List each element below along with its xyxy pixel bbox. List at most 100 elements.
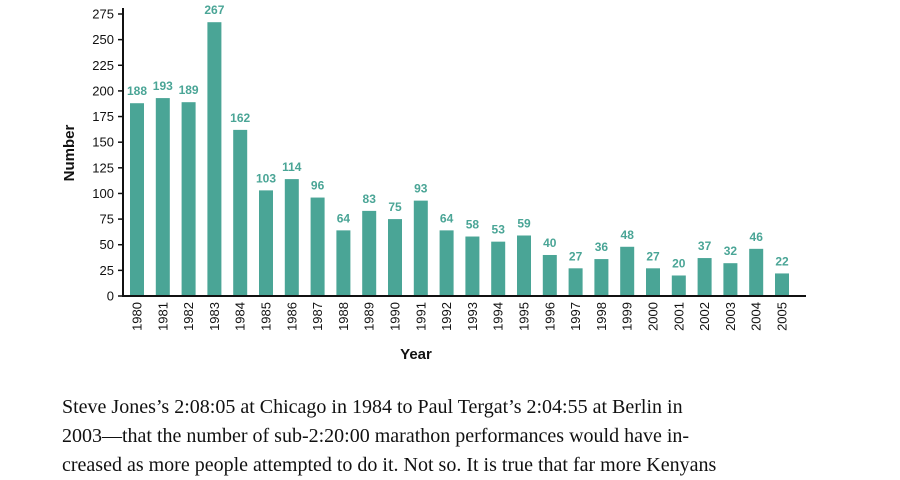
x-tick-label: 2003 bbox=[723, 302, 738, 331]
x-tick-label: 2005 bbox=[775, 302, 790, 331]
x-tick-label: 1992 bbox=[439, 302, 454, 331]
body-line-2: 2003—that the number of sub-2:20:00 mara… bbox=[62, 425, 690, 447]
bar bbox=[388, 219, 402, 296]
x-tick-label: 1995 bbox=[517, 302, 532, 331]
y-tick-label: 175 bbox=[92, 109, 114, 124]
data-label: 59 bbox=[517, 216, 531, 230]
data-label: 53 bbox=[492, 223, 506, 237]
body-line-1: Steve Jones’s 2:08:05 at Chicago in 1984… bbox=[62, 396, 683, 418]
data-label: 188 bbox=[127, 84, 147, 98]
x-tick-label: 1994 bbox=[491, 302, 506, 331]
x-tick-label: 1983 bbox=[207, 302, 222, 331]
bar bbox=[491, 241, 506, 296]
x-tick-label: 1991 bbox=[413, 302, 428, 331]
bar bbox=[130, 103, 144, 297]
bar bbox=[517, 235, 531, 296]
x-tick-label: 1986 bbox=[284, 302, 299, 331]
bar bbox=[439, 230, 454, 296]
x-tick-label: 1998 bbox=[594, 302, 609, 331]
data-label: 58 bbox=[466, 218, 480, 232]
x-axis-title: Year bbox=[400, 346, 432, 363]
x-tick-label: 1988 bbox=[336, 302, 351, 331]
y-tick-label: 25 bbox=[100, 263, 114, 278]
bar bbox=[542, 254, 557, 296]
y-tick-label: 225 bbox=[92, 58, 114, 73]
x-tick-label: 1996 bbox=[542, 302, 557, 331]
data-label: 96 bbox=[311, 179, 325, 193]
x-tick-label: 1982 bbox=[181, 302, 196, 331]
bar bbox=[413, 200, 428, 296]
x-tick-label: 1997 bbox=[568, 302, 583, 331]
y-tick-label: 125 bbox=[92, 160, 114, 175]
data-label: 20 bbox=[672, 256, 686, 270]
y-tick-label: 75 bbox=[100, 212, 114, 227]
y-tick-label: 250 bbox=[92, 32, 114, 47]
bar bbox=[594, 259, 609, 296]
bar bbox=[671, 275, 686, 296]
y-tick-label: 275 bbox=[92, 7, 114, 22]
bar bbox=[233, 129, 248, 296]
bars-group: 188 193 189 267 162 103 114 96 64 83 75 93 64 58 53 59 4… bbox=[127, 3, 789, 297]
bar bbox=[155, 98, 170, 296]
body-paragraph: Steve Jones’s 2:08:05 at Chicago in 1984… bbox=[62, 393, 842, 480]
y-tick-label: 50 bbox=[100, 237, 114, 252]
y-axis-title: Number bbox=[61, 125, 78, 182]
bar bbox=[207, 22, 222, 296]
data-label: 103 bbox=[256, 171, 276, 185]
bar bbox=[465, 236, 480, 296]
x-tick-label: 2000 bbox=[646, 302, 661, 331]
data-label: 83 bbox=[363, 192, 377, 206]
data-label: 32 bbox=[724, 244, 738, 258]
x-tick-label: 2004 bbox=[749, 302, 764, 331]
x-axis: 1980 1981 1982 1983 1984 1985 1986 1987 1988 1989… bbox=[122, 295, 806, 331]
y-tick-label: 200 bbox=[92, 83, 114, 98]
bar bbox=[181, 102, 196, 297]
data-label: 64 bbox=[337, 211, 351, 225]
bar bbox=[362, 210, 377, 296]
bar bbox=[310, 197, 325, 296]
bar bbox=[620, 246, 635, 296]
x-tick-label: 1999 bbox=[620, 302, 635, 331]
body-line-3: creased as more people attempted to do i… bbox=[62, 454, 717, 476]
bar bbox=[336, 230, 351, 296]
data-label: 162 bbox=[230, 111, 250, 125]
bar bbox=[749, 248, 764, 296]
data-label: 64 bbox=[440, 211, 454, 225]
data-label: 22 bbox=[775, 254, 789, 268]
data-label: 114 bbox=[282, 160, 302, 174]
bar bbox=[284, 179, 299, 296]
x-tick-label: 1985 bbox=[259, 302, 274, 331]
data-label: 193 bbox=[153, 79, 173, 93]
bar bbox=[646, 268, 660, 296]
x-tick-label: 1990 bbox=[388, 302, 403, 331]
bar bbox=[568, 268, 583, 296]
data-label: 48 bbox=[621, 228, 635, 242]
x-tick-label: 1984 bbox=[233, 302, 248, 331]
bar bbox=[259, 190, 273, 296]
x-tick-label: 1987 bbox=[310, 302, 325, 331]
y-axis: 0 25 50 75 100 125 150 175 200 225 250 275 bbox=[92, 7, 124, 304]
y-tick-label: 150 bbox=[92, 135, 114, 150]
bar bbox=[775, 273, 789, 296]
bar bbox=[723, 263, 738, 296]
x-tick-label: 1981 bbox=[155, 302, 170, 331]
x-tick-label: 1980 bbox=[130, 302, 145, 331]
data-label: 27 bbox=[646, 249, 660, 263]
x-tick-label: 2001 bbox=[671, 302, 686, 331]
data-label: 93 bbox=[414, 182, 428, 196]
x-tick-label: 2002 bbox=[697, 302, 712, 331]
data-label: 189 bbox=[179, 83, 199, 97]
x-tick-label: 1989 bbox=[362, 302, 377, 331]
y-tick-label: 100 bbox=[92, 186, 114, 201]
bar bbox=[697, 258, 712, 296]
data-label: 27 bbox=[569, 249, 583, 263]
data-label: 267 bbox=[204, 3, 224, 17]
data-label: 46 bbox=[750, 230, 764, 244]
x-tick-label: 1993 bbox=[465, 302, 480, 331]
data-label: 75 bbox=[388, 200, 402, 214]
data-label: 36 bbox=[595, 240, 609, 254]
data-label: 37 bbox=[698, 239, 712, 253]
y-tick-label: 0 bbox=[107, 289, 114, 304]
data-label: 40 bbox=[543, 236, 557, 250]
